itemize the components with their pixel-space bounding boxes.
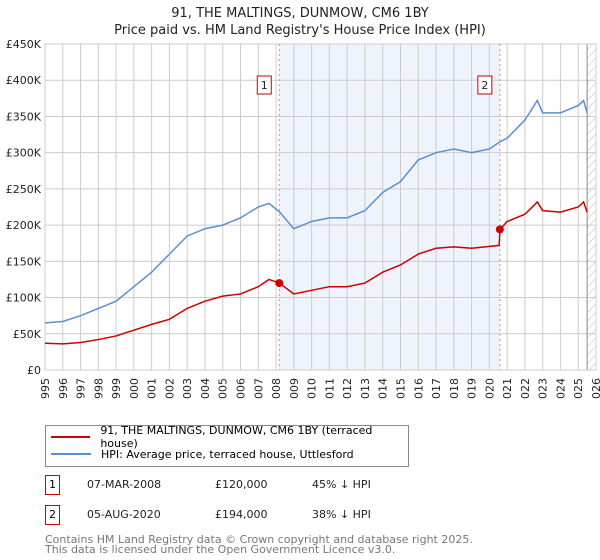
x-tick-label: 2022 [519, 378, 532, 400]
y-tick-label: £300K [6, 147, 42, 160]
x-tick-label: 2013 [359, 378, 372, 400]
y-tick-label: £150K [6, 255, 42, 268]
x-tick-label: 2015 [394, 378, 407, 400]
annotation-box [256, 75, 272, 95]
x-tick-label: 2009 [288, 378, 301, 400]
y-tick-label: £100K [6, 292, 42, 305]
x-tick-label: 2025 [572, 378, 585, 400]
sale-date: 07-MAR-2008 [87, 478, 162, 491]
x-tick-label: 2001 [146, 378, 159, 400]
x-tick-label: 2021 [501, 378, 514, 400]
blue-line-swatch [51, 453, 91, 455]
x-tick-label: 2004 [199, 378, 212, 400]
shaded-period [279, 44, 500, 370]
sale-marker-badge: 2 [45, 505, 60, 525]
x-tick-label: 2006 [235, 378, 248, 400]
chart-subtitle: Price paid vs. HM Land Registry's House … [114, 23, 486, 38]
sale-hpi-diff: 38% ↓ HPI [312, 508, 371, 521]
x-tick-label: 1996 [57, 378, 70, 400]
y-tick-label: £250K [6, 183, 42, 196]
legend-label: 91, THE MALTINGS, DUNMOW, CM6 1BY (terra… [100, 424, 373, 450]
footer-copyright: Contains HM Land Registry data © Crown c… [45, 533, 473, 546]
x-tick-label: 2024 [554, 378, 567, 400]
x-tick-label: 1997 [75, 378, 88, 400]
x-tick-label: 2016 [412, 378, 425, 400]
x-tick-label: 2002 [163, 378, 176, 400]
price-chart: £0 £50K £100K £150K £200K £250K £300K £350K £400… [6, 38, 600, 400]
x-tick-label: 2018 [448, 378, 461, 400]
y-tick-label: £400K [6, 74, 42, 87]
annotation-box [477, 75, 493, 95]
hpi-line [44, 98, 588, 324]
legend-label: HPI: Average price, terraced house, Uttl… [101, 447, 354, 461]
x-tick-label: 1995 [39, 378, 52, 400]
red-line-swatch [51, 436, 91, 438]
sale-point [495, 225, 504, 234]
x-tick-label: 2008 [270, 378, 283, 400]
property-price-line [44, 200, 588, 345]
x-tick-label: 1999 [110, 378, 123, 400]
sale-price: £194,000 [215, 508, 268, 521]
x-tick-label: 2011 [323, 378, 336, 400]
x-tick-label: 2020 [483, 378, 496, 400]
x-tick-label: 1998 [92, 378, 105, 400]
x-tick-label: 2014 [377, 378, 390, 400]
x-tick-label: 2005 [217, 378, 230, 400]
x-tick-label: 2010 [306, 378, 319, 400]
sale-marker-badge: 1 [45, 475, 60, 495]
x-tick-label: 2026 [590, 378, 600, 400]
plot-border [44, 43, 597, 371]
forecast-hatch [587, 44, 596, 370]
legend-item-property: 91, THE MALTINGS, DUNMOW, CM6 1BY (terra… [46, 424, 408, 450]
sale-hpi-diff: 45% ↓ HPI [312, 478, 371, 491]
x-tick-label: 2017 [430, 378, 443, 400]
x-tick-label: 2007 [252, 378, 265, 400]
y-tick-label: £350K [6, 110, 42, 123]
annotation-label: 1 [261, 79, 268, 92]
footer-licence: This data is licensed under the Open Gov… [45, 543, 396, 556]
sale-date: 05-AUG-2020 [87, 508, 161, 521]
chart-title: 91, THE MALTINGS, DUNMOW, CM6 1BY [171, 6, 429, 21]
sale-point [275, 279, 284, 288]
x-tick-label: 2023 [537, 378, 550, 400]
y-tick-label: £0 [27, 364, 41, 377]
legend-item-hpi: HPI: Average price, terraced house, Uttl… [46, 446, 354, 462]
x-tick-label: 2012 [341, 378, 354, 400]
x-tick-label: 2019 [466, 378, 479, 400]
annotation-label: 2 [481, 79, 488, 92]
x-tick-label: 2003 [181, 378, 194, 400]
legend: 91, THE MALTINGS, DUNMOW, CM6 1BY (terra… [45, 424, 409, 467]
y-tick-label: £50K [13, 328, 42, 341]
y-tick-label: £200K [6, 219, 42, 232]
sale-price: £120,000 [215, 478, 268, 491]
x-tick-label: 2000 [128, 378, 141, 400]
y-tick-label: £450K [6, 38, 42, 51]
